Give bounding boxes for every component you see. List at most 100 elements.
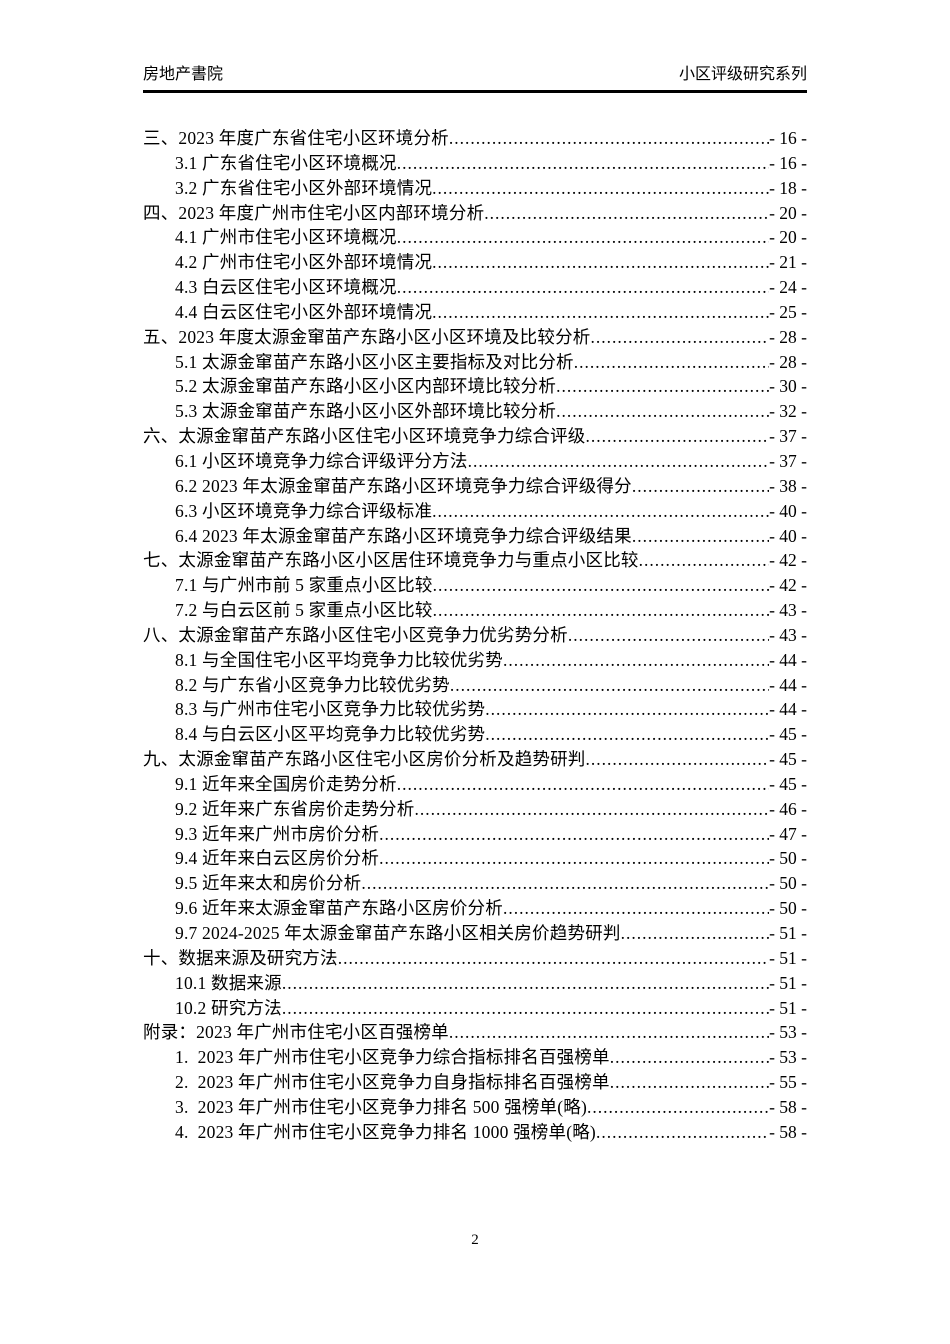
toc-entry-title: 3.2 广东省住宅小区外部环境情况 xyxy=(175,177,433,198)
toc-entry: 九、太源金窜苗产东路小区住宅小区房价分析及趋势研判 - 45 - xyxy=(143,747,807,772)
toc-entry: 8.3 与广州市住宅小区竞争力比较优劣势 - 44 - xyxy=(143,697,807,722)
header-left-text: 房地产書院 xyxy=(143,66,224,83)
toc-entry: 4.2 广州市住宅小区外部环境情况 - 21 - xyxy=(143,250,807,275)
toc-entry-title: 9.4 近年来白云区房价分析 xyxy=(175,848,380,869)
toc-page-number: - 45 - xyxy=(769,749,807,770)
toc-entry: 10.2 研究方法 - 51 - xyxy=(143,996,807,1021)
toc-entry: 七、太源金窜苗产东路小区小区居住环境竞争力与重点小区比较 - 42 - xyxy=(143,548,807,573)
toc-entry-title: 9.5 近年来太和房价分析 xyxy=(175,873,362,894)
toc-page-number: - 30 - xyxy=(769,376,807,397)
toc-page-number: - 44 - xyxy=(769,674,807,695)
toc-entry: 6.4 2023 年太源金窜苗产东路小区环境竞争力综合评级结果 - 40 - xyxy=(143,524,807,549)
toc-dot-leader xyxy=(433,598,770,623)
toc-dot-leader xyxy=(397,275,769,300)
toc-page-number: - 28 - xyxy=(769,351,807,372)
toc-page-number: - 37 - xyxy=(769,450,807,471)
toc-entry-title: 5.2 太源金窜苗产东路小区小区内部环境比较分析 xyxy=(175,376,557,397)
toc-entry: 六、太源金窜苗产东路小区住宅小区环境竞争力综合评级 - 37 - xyxy=(143,424,807,449)
toc-entry: 6.2 2023 年太源金窜苗产东路小区环境竞争力综合评级得分 - 38 - xyxy=(143,474,807,499)
toc-dot-leader xyxy=(397,225,769,250)
toc-entry-title: 3. 2023 年广州市住宅小区竞争力排名 500 强榜单(略) xyxy=(175,1096,588,1117)
toc-entry: 4.4 白云区住宅小区外部环境情况 - 25 - xyxy=(143,300,807,325)
toc-entry-title: 4.2 广州市住宅小区外部环境情况 xyxy=(175,252,433,273)
toc-entry: 4.1 广州市住宅小区环境概况 - 20 - xyxy=(143,225,807,250)
toc-page-number: - 53 - xyxy=(769,1047,807,1068)
toc-entry: 1. 2023 年广州市住宅小区竞争力综合指标排名百强榜单 - 53 - xyxy=(143,1045,807,1070)
toc-page-number: - 32 - xyxy=(769,401,807,422)
toc-page-number: - 51 - xyxy=(769,972,807,993)
toc-page-number: - 25 - xyxy=(769,301,807,322)
toc-entry: 附录：2023 年广州市住宅小区百强榜单 - 53 - xyxy=(143,1020,807,1045)
toc-entry-title: 9.3 近年来广州市房价分析 xyxy=(175,823,380,844)
toc-dot-leader xyxy=(484,201,769,226)
toc-entry-title: 9.2 近年来广东省房价走势分析 xyxy=(175,798,415,819)
toc-dot-leader xyxy=(632,524,769,549)
toc-entry-title: 8.4 与白云区小区平均竞争力比较优劣势 xyxy=(175,724,486,745)
toc-entry: 7.1 与广州市前 5 家重点小区比较 - 42 - xyxy=(143,573,807,598)
toc-entry-title: 附录：2023 年广州市住宅小区百强榜单 xyxy=(143,1022,449,1043)
toc-entry: 9.5 近年来太和房价分析 - 50 - xyxy=(143,871,807,896)
toc-entry-title: 八、太源金窜苗产东路小区住宅小区竞争力优劣势分析 xyxy=(143,624,568,645)
toc-page-number: - 40 - xyxy=(769,500,807,521)
toc-entry-title: 4.3 白云区住宅小区环境概况 xyxy=(175,277,397,298)
toc-dot-leader xyxy=(432,499,769,524)
toc-page-number: - 37 - xyxy=(769,426,807,447)
toc-page-number: - 24 - xyxy=(769,277,807,298)
toc-entry: 10.1 数据来源 - 51 - xyxy=(143,971,807,996)
toc-page-number: - 42 - xyxy=(769,575,807,596)
toc-dot-leader xyxy=(590,325,769,350)
toc-page-number: - 58 - xyxy=(769,1121,807,1142)
toc-dot-leader xyxy=(379,822,769,847)
toc-entry: 6.1 小区环境竞争力综合评级评分方法 - 37 - xyxy=(143,449,807,474)
footer-page-number: 2 xyxy=(471,1232,479,1248)
toc-entry-title: 6.3 小区环境竞争力综合评级标准 xyxy=(175,500,433,521)
toc-entry: 8.1 与全国住宅小区平均竞争力比较优劣势 - 44 - xyxy=(143,648,807,673)
toc-dot-leader xyxy=(632,474,769,499)
toc-dot-leader xyxy=(485,697,769,722)
toc-entry: 三、2023 年度广东省住宅小区环境分析 - 16 - xyxy=(143,126,807,151)
toc-page-number: - 51 - xyxy=(769,923,807,943)
page-footer: 2 xyxy=(0,1232,950,1249)
toc-entry-title: 七、太源金窜苗产东路小区小区居住环境竞争力与重点小区比较 xyxy=(143,550,639,571)
toc-entry-title: 九、太源金窜苗产东路小区住宅小区房价分析及趋势研判 xyxy=(143,749,586,770)
toc-entry-title: 五、2023 年度太源金窜苗产东路小区小区环境及比较分析 xyxy=(143,326,591,347)
toc-entry-title: 7.1 与广州市前 5 家重点小区比较 xyxy=(175,575,433,596)
toc-page-number: - 20 - xyxy=(769,227,807,248)
toc-dot-leader xyxy=(282,996,769,1021)
toc-dot-leader xyxy=(639,548,769,573)
toc-page-number: - 51 - xyxy=(769,947,807,968)
page-header: 房地产書院 小区评级研究系列 xyxy=(143,60,807,93)
toc-dot-leader xyxy=(282,971,769,996)
toc-entry: 五、2023 年度太源金窜苗产东路小区小区环境及比较分析 - 28 - xyxy=(143,325,807,350)
toc-page-number: - 50 - xyxy=(769,873,807,894)
toc-page-number: - 42 - xyxy=(769,550,807,571)
table-of-contents: 三、2023 年度广东省住宅小区环境分析 - 16 - 3.1 广东省住宅小区环… xyxy=(143,126,807,1145)
toc-entry: 9.1 近年来全国房价走势分析 - 45 - xyxy=(143,772,807,797)
toc-page-number: - 18 - xyxy=(769,177,807,198)
toc-entry-title: 十、数据来源及研究方法 xyxy=(143,947,338,968)
toc-entry: 十、数据来源及研究方法 - 51 - xyxy=(143,946,807,971)
toc-page-number: - 50 - xyxy=(769,848,807,869)
toc-entry: 4.3 白云区住宅小区环境概况 - 24 - xyxy=(143,275,807,300)
toc-entry-title: 9.7 2024-2025 年太源金窜苗产东路小区相关房价趋势研判 xyxy=(175,923,621,943)
header-right-text: 小区评级研究系列 xyxy=(678,66,807,83)
toc-dot-leader xyxy=(621,921,770,946)
toc-entry-title: 六、太源金窜苗产东路小区住宅小区环境竞争力综合评级 xyxy=(143,426,586,447)
toc-entry: 3.2 广东省住宅小区外部环境情况 - 18 - xyxy=(143,176,807,201)
toc-page-number: - 44 - xyxy=(769,699,807,720)
toc-dot-leader xyxy=(468,449,770,474)
toc-page-number: - 50 - xyxy=(769,898,807,919)
toc-entry: 9.6 近年来太源金窜苗产东路小区房价分析 - 50 - xyxy=(143,896,807,921)
toc-page-number: - 16 - xyxy=(769,152,807,173)
toc-page-number: - 45 - xyxy=(769,773,807,794)
toc-page-number: - 20 - xyxy=(769,202,807,223)
toc-entry: 6.3 小区环境竞争力综合评级标准 - 40 - xyxy=(143,499,807,524)
toc-entry: 3.1 广东省住宅小区环境概况 - 16 - xyxy=(143,151,807,176)
toc-entry-title: 6.2 2023 年太源金窜苗产东路小区环境竞争力综合评级得分 xyxy=(175,475,632,496)
toc-page-number: - 51 - xyxy=(769,997,807,1018)
toc-entry: 8.2 与广东省小区竞争力比较优劣势 - 44 - xyxy=(143,673,807,698)
toc-entry: 9.3 近年来广州市房价分析 - 47 - xyxy=(143,822,807,847)
toc-entry-title: 1. 2023 年广州市住宅小区竞争力综合指标排名百强榜单 xyxy=(175,1047,610,1068)
toc-dot-leader xyxy=(586,424,770,449)
toc-dot-leader xyxy=(556,374,769,399)
